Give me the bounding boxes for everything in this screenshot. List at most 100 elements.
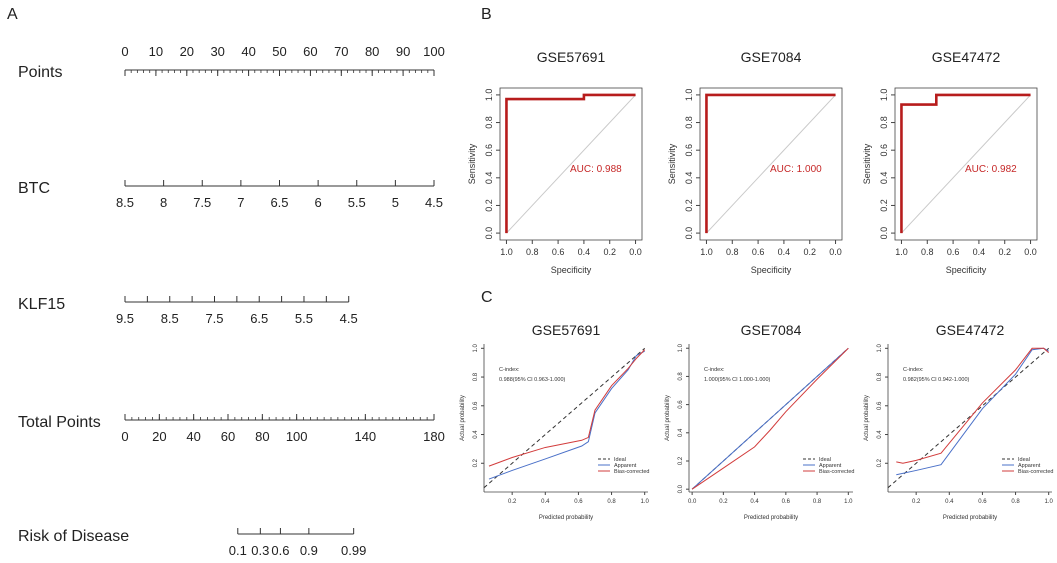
nomogram-tick-label: 140 — [354, 429, 376, 444]
x-tick-label: 0.2 — [603, 247, 616, 257]
nomogram-tick-label: 60 — [221, 429, 235, 444]
nomogram-tick-label: 9.5 — [116, 311, 134, 326]
series-ideal-line — [483, 347, 646, 489]
nomogram-tick-label: 60 — [303, 44, 317, 59]
nomogram-tick-label: 0 — [121, 429, 128, 444]
chart-title: GSE57691 — [537, 49, 606, 65]
c-index-value: 0.982(95% CI 0.942-1.000) — [903, 377, 970, 383]
y-tick-label: 0.4 — [678, 428, 684, 437]
y-tick-label: 1.0 — [484, 89, 494, 102]
y-tick-label: 0.8 — [484, 116, 494, 129]
y-tick-label: 0.8 — [877, 372, 883, 381]
calibration-chart-gse7084: GSE7084 0.0 0.2 0.4 0.6 0.8 1.0 0.0 0.2 0.4 0.6 0.8… — [665, 322, 854, 521]
c-index-value: 0.988(95% CI 0.963-1.000) — [499, 377, 566, 383]
nomogram-tick-label: 5.5 — [348, 195, 366, 210]
x-tick-label: 0.4 — [578, 247, 591, 257]
nomogram-tick-label: 6.5 — [250, 311, 268, 326]
x-tick-label: 0.4 — [750, 499, 759, 505]
nomogram-tick-label: 8.5 — [161, 311, 179, 326]
nomogram-row-label: KLF15 — [18, 296, 65, 313]
panel-label-b: B — [481, 6, 492, 23]
x-tick-label: 0.2 — [719, 499, 728, 505]
x-tick-label: 1.0 — [641, 499, 650, 505]
legend-label: Bias-corrected — [819, 469, 854, 475]
x-axis-label: Predicted probability — [744, 515, 798, 521]
nomogram-tick-label: 90 — [396, 44, 410, 59]
x-tick-label: 0.0 — [829, 247, 842, 257]
auc-label: AUC: 0.982 — [965, 164, 1017, 175]
nomogram-tick-label: 6 — [315, 195, 322, 210]
x-tick-label: 0.2 — [912, 499, 921, 505]
nomogram-row-label: Total Points — [18, 414, 101, 431]
roc-curve — [505, 93, 636, 234]
y-tick-label: 0.4 — [484, 172, 494, 185]
x-tick-label: 0.0 — [688, 499, 697, 505]
x-tick-label: 0.2 — [998, 247, 1011, 257]
legend-label: Ideal — [614, 457, 626, 463]
nomogram-tick-label: 50 — [272, 44, 286, 59]
nomogram-tick-label: 7.5 — [193, 195, 211, 210]
reference-diagonal — [706, 94, 836, 234]
x-tick-label: 0.4 — [778, 247, 791, 257]
x-tick-label: 0.4 — [945, 499, 954, 505]
nomogram-tick-label: 20 — [180, 44, 194, 59]
x-axis-label: Specificity — [551, 265, 592, 275]
x-tick-label: 0.2 — [508, 499, 517, 505]
plot-frame — [499, 87, 643, 241]
legend-label: Bias-corrected — [614, 469, 649, 475]
y-tick-label: 1.0 — [879, 89, 889, 102]
x-tick-label: 0.4 — [541, 499, 550, 505]
roc-curve — [900, 93, 1031, 234]
y-axis-label: Sensitivity — [862, 143, 872, 184]
c-index-label: C-index: — [499, 367, 520, 373]
calibration-chart-gse47472: GSE47472 0.2 0.4 0.6 0.8 1.0 0.2 0.4 0.6 0.8 1.0 Pr… — [864, 322, 1054, 521]
nomogram-tick-label: 0.6 — [271, 543, 289, 558]
legend-label: Bias-corrected — [1018, 469, 1053, 475]
x-axis-label: Predicted probability — [943, 515, 997, 521]
nomogram-tick-label: 0.99 — [341, 543, 366, 558]
nomogram-row-label: Points — [18, 64, 62, 81]
nomogram-tick-label: 0.9 — [300, 543, 318, 558]
y-axis-label: Sensitivity — [667, 143, 677, 184]
nomogram-tick-label: 20 — [152, 429, 166, 444]
x-tick-label: 1.0 — [700, 247, 713, 257]
y-tick-label: 0.8 — [879, 116, 889, 129]
x-tick-label: 0.6 — [978, 499, 987, 505]
x-tick-label: 1.0 — [844, 499, 853, 505]
x-tick-label: 0.6 — [574, 499, 583, 505]
x-tick-label: 0.8 — [813, 499, 822, 505]
series-ideal-line — [887, 347, 1050, 489]
calibration-chart-gse57691: GSE57691 0.2 0.4 0.6 0.8 1.0 0.2 0.4 0.6 0.8 1.0 Pr… — [460, 322, 650, 521]
x-axis-label: Predicted probability — [539, 515, 593, 521]
nomogram-tick-label: 5 — [392, 195, 399, 210]
legend-label: Ideal — [819, 457, 831, 463]
plot-frame — [699, 87, 843, 241]
y-tick-label: 0.6 — [877, 401, 883, 410]
roc-curve — [705, 93, 836, 234]
nomogram-tick-label: 5.5 — [295, 311, 313, 326]
roc-chart-gse7084: GSE7084 1.0 0.8 0.6 0.4 0.2 0.0 0.0 0.2 0.4 0.6 0.8… — [667, 49, 843, 275]
y-tick-label: 0.8 — [473, 372, 479, 381]
c-index-label: C-index: — [903, 367, 924, 373]
y-tick-label: 0.6 — [484, 144, 494, 157]
x-tick-label: 0.8 — [726, 247, 739, 257]
auc-label: AUC: 0.988 — [570, 164, 622, 175]
chart-title: GSE57691 — [532, 322, 601, 338]
y-tick-label: 0.0 — [678, 484, 684, 493]
legend-label: Ideal — [1018, 457, 1030, 463]
x-axis-label: Specificity — [946, 265, 987, 275]
nomogram-tick-label: 180 — [423, 429, 445, 444]
y-axis-label: Actual probability — [864, 395, 870, 441]
chart-title: GSE47472 — [932, 49, 1001, 65]
y-tick-label: 1.0 — [877, 343, 883, 352]
nomogram-tick-label: 8 — [160, 195, 167, 210]
y-tick-label: 0.2 — [484, 199, 494, 212]
panel-label-a: A — [7, 6, 18, 23]
x-tick-label: 1.0 — [895, 247, 908, 257]
nomogram-row-label: BTC — [18, 180, 50, 197]
y-tick-label: 1.0 — [684, 89, 694, 102]
x-tick-label: 0.6 — [782, 499, 791, 505]
y-tick-label: 0.2 — [678, 456, 684, 465]
x-tick-label: 0.0 — [629, 247, 642, 257]
